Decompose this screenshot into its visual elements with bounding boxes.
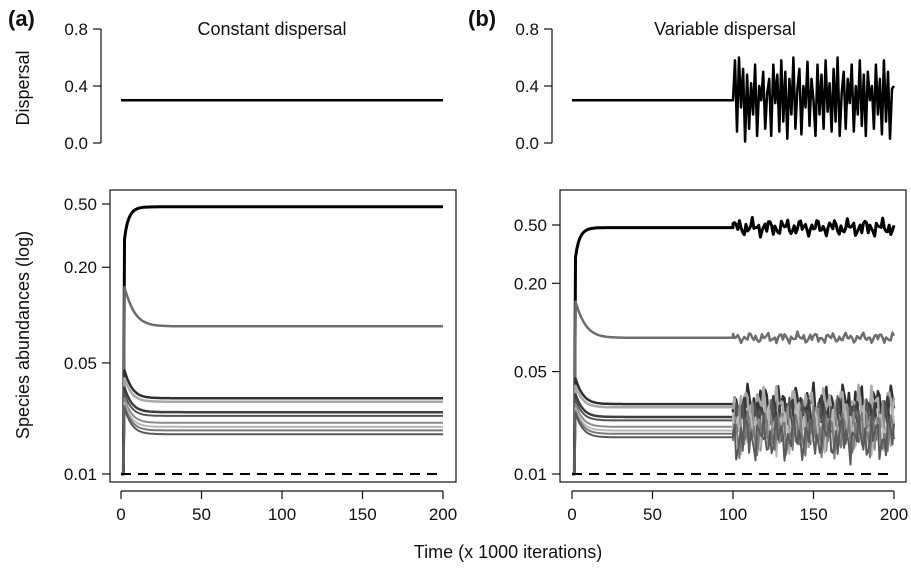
series-line xyxy=(121,392,443,475)
series-line xyxy=(572,216,896,476)
y-tick-label: 0.0 xyxy=(64,134,88,153)
panel-letter-b: (b) xyxy=(468,6,496,31)
plot-frame xyxy=(109,189,457,483)
x-tick-label: 0 xyxy=(567,505,576,524)
series-line xyxy=(121,404,443,475)
series-line xyxy=(572,56,896,143)
y-tick-label: 0.4 xyxy=(515,77,539,96)
y-tick-label: 0.01 xyxy=(64,465,97,484)
y-tick-label: 0.50 xyxy=(64,195,97,214)
chart-a-bottom: 0.01 0.05 0.20 0.50 0 50 100 150 200 xyxy=(64,189,457,524)
panel-title-b: Variable dispersal xyxy=(654,19,796,39)
chart-a-top: 0.0 0.4 0.8 xyxy=(64,20,443,153)
x-tick-label: 100 xyxy=(719,505,747,524)
x-tick-label: 50 xyxy=(192,505,211,524)
y-tick-label: 0.05 xyxy=(64,354,97,373)
y-tick-label: 0.20 xyxy=(514,274,547,293)
x-tick-label: 200 xyxy=(429,505,457,524)
series-line xyxy=(572,300,896,476)
chart-b-top: 0.0 0.4 0.8 xyxy=(515,20,896,153)
top-y-axis-title: Dispersal xyxy=(13,50,33,125)
series-line xyxy=(121,386,443,476)
y-tick-label: 0.50 xyxy=(514,216,547,235)
series-line xyxy=(121,368,443,476)
x-axis-title: Time (x 1000 iterations) xyxy=(414,542,602,562)
y-tick-label: 0.01 xyxy=(514,465,547,484)
y-tick-label: 0.05 xyxy=(514,363,547,382)
x-tick-label: 150 xyxy=(348,505,376,524)
y-tick-label: 0.20 xyxy=(64,258,97,277)
series-line xyxy=(121,285,443,476)
series-line xyxy=(121,377,443,476)
panel-title-a: Constant dispersal xyxy=(197,19,346,39)
panel-letter-a: (a) xyxy=(8,6,35,31)
series-line xyxy=(121,401,443,475)
x-tick-label: 100 xyxy=(268,505,296,524)
series-line xyxy=(121,205,443,476)
x-tick-label: 0 xyxy=(116,505,125,524)
chart-b-bottom: 0.01 0.05 0.20 0.50 0 50 100 150 200 xyxy=(514,189,908,524)
y-tick-label: 0.8 xyxy=(515,20,539,39)
series-line xyxy=(121,397,443,475)
series-line xyxy=(572,409,895,475)
series-line xyxy=(572,403,895,475)
plots: 0.0 0.4 0.8 0.0 0.4 0.8 0.01 0.05 0.20 0.50 0 50 100… xyxy=(64,20,908,524)
x-tick-label: 150 xyxy=(799,505,827,524)
x-tick-label: 200 xyxy=(880,505,908,524)
x-tick-label: 50 xyxy=(643,505,662,524)
y-tick-label: 0.8 xyxy=(64,20,88,39)
y-tick-label: 0.0 xyxy=(515,134,539,153)
bottom-y-axis-title: Species abundances (log) xyxy=(13,231,33,439)
plot-frame xyxy=(559,189,907,483)
series-line xyxy=(121,407,443,475)
y-tick-label: 0.4 xyxy=(64,77,88,96)
